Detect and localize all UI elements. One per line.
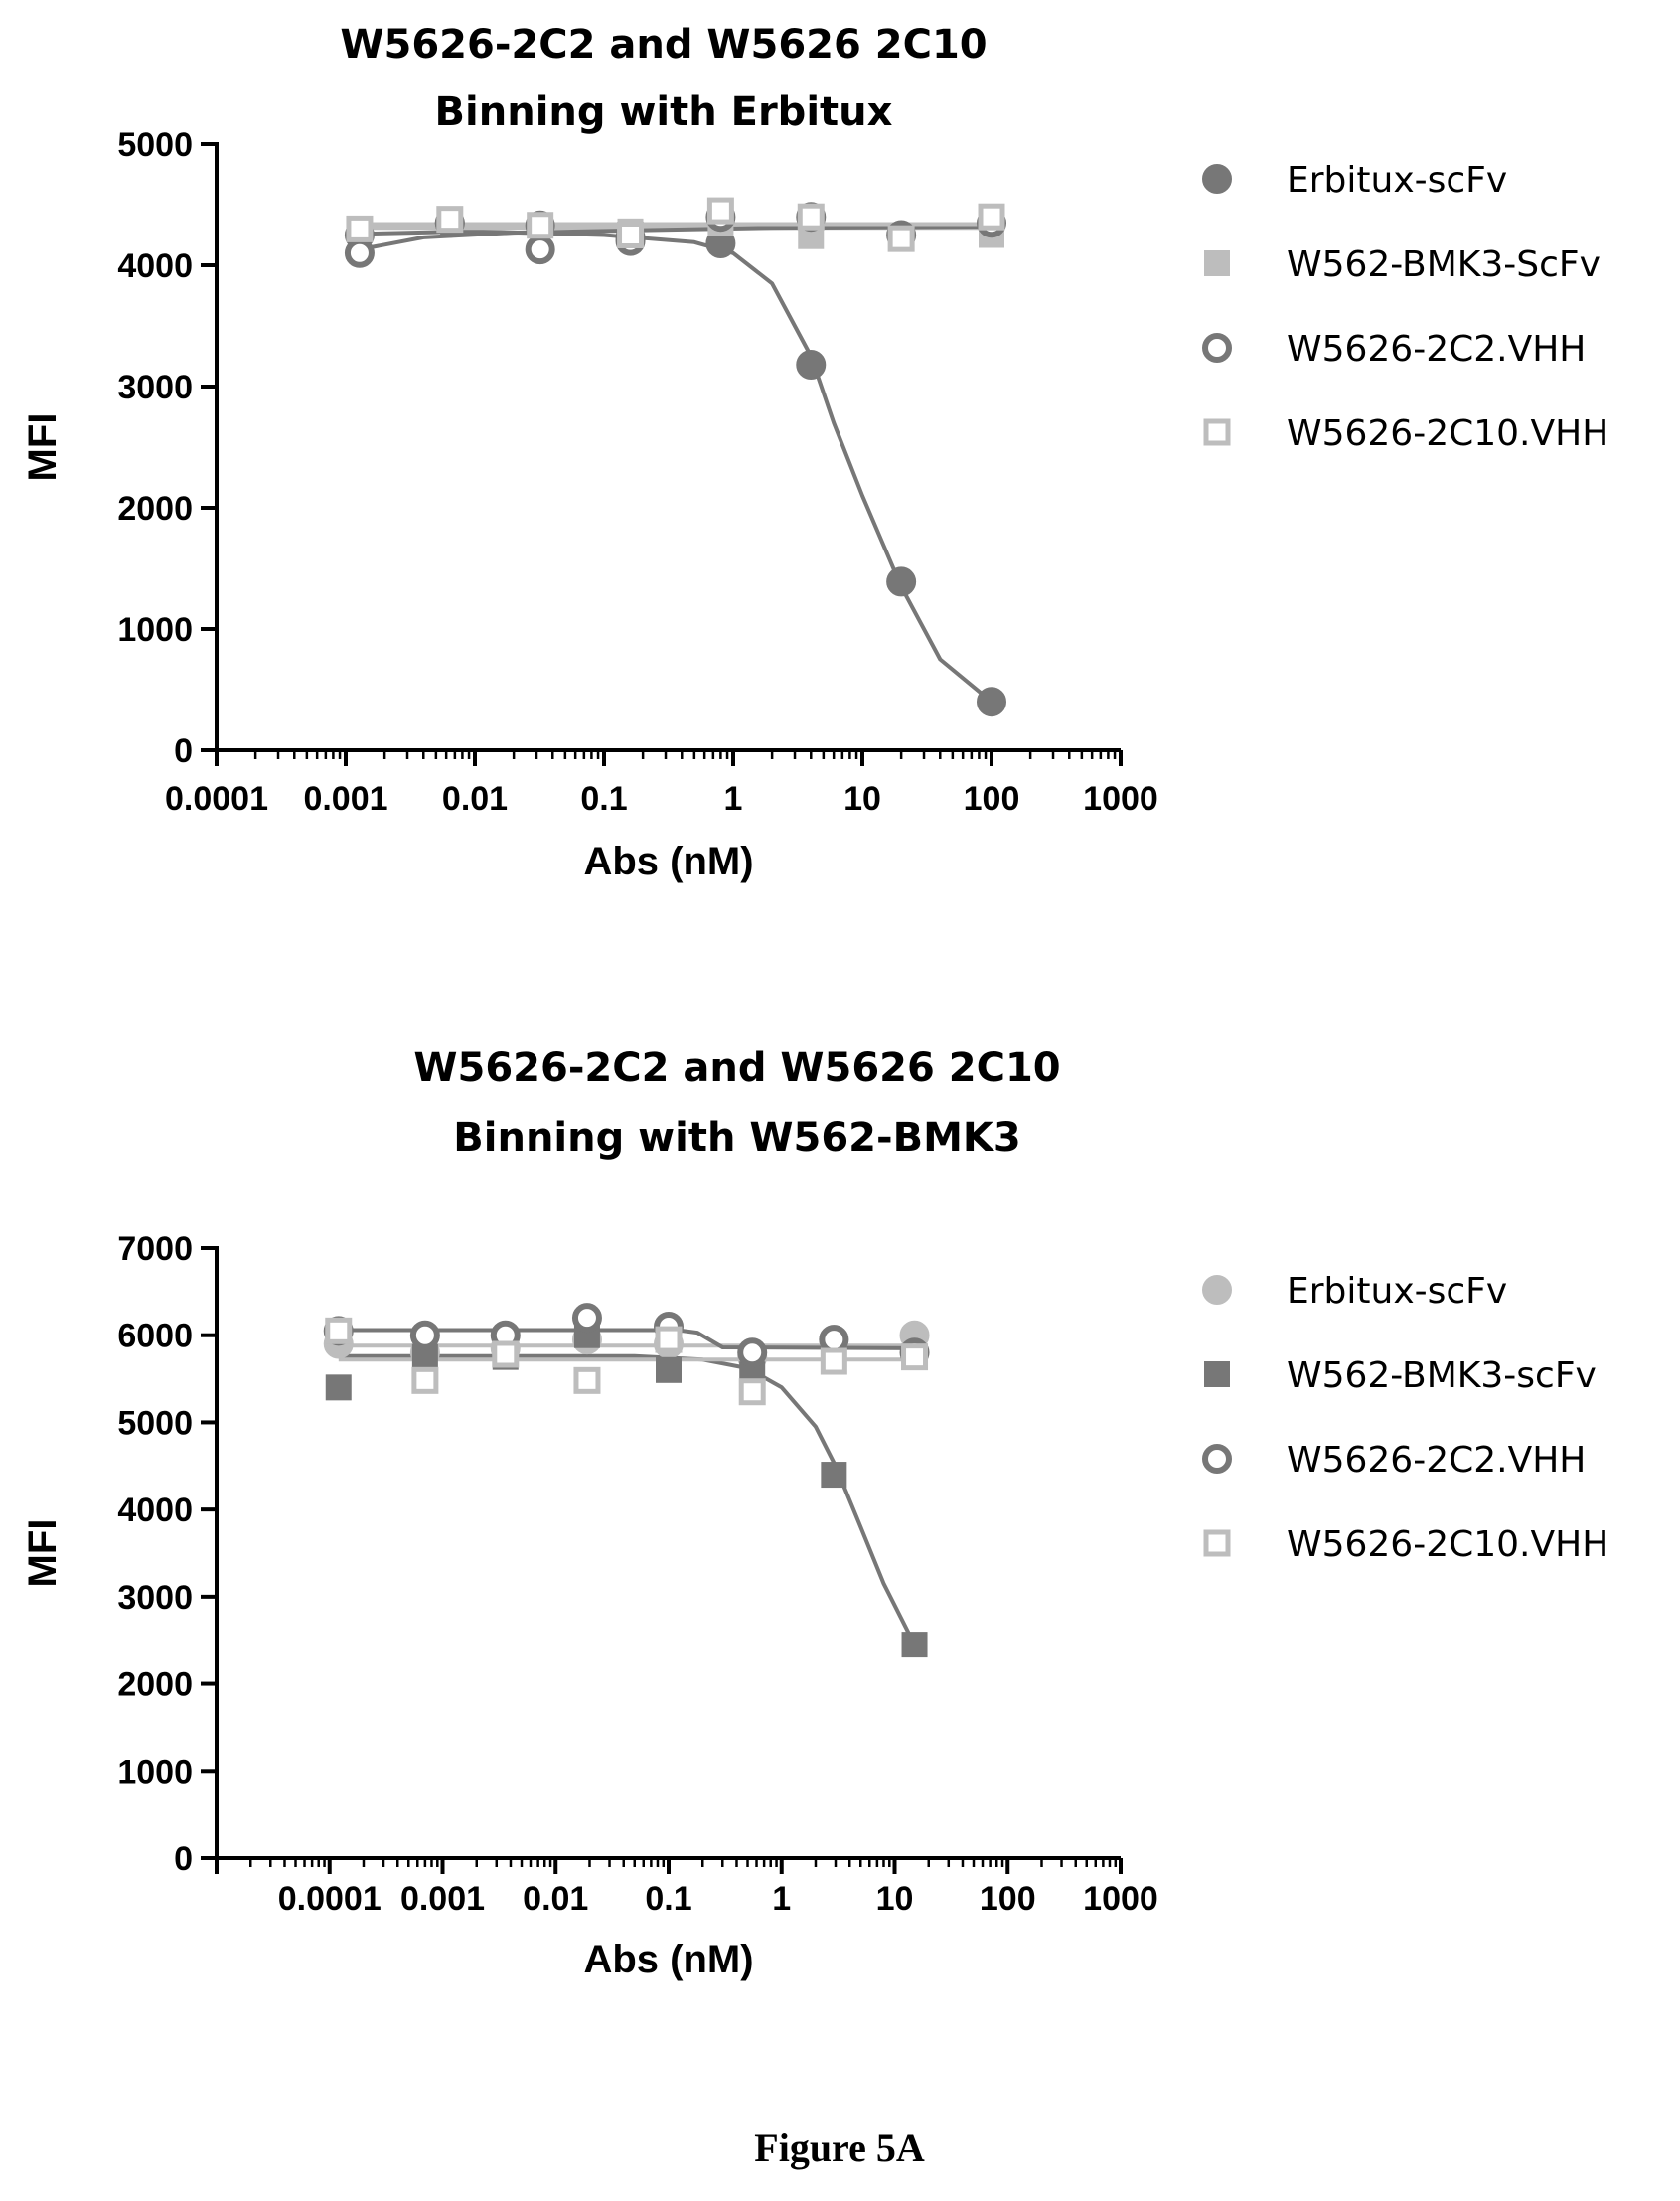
data-point [325, 1374, 352, 1401]
data-point [738, 1378, 766, 1406]
legend-marker [1202, 333, 1232, 363]
x-axis-label: Abs (nM) [583, 1938, 753, 1981]
x-tick-label: 1000 [1083, 780, 1158, 818]
y-tick-label: 3000 [117, 1579, 193, 1617]
legend-label: W5626-2C2.VHH [1287, 329, 1586, 370]
data-point [886, 566, 917, 597]
data-point [525, 235, 555, 265]
x-tick-label: 0.0001 [165, 780, 268, 818]
legend-marker [1202, 1444, 1232, 1474]
data-point [346, 215, 374, 242]
y-axis-label: MFI [21, 1519, 65, 1588]
data-point [409, 1320, 440, 1350]
x-tick-label: 100 [980, 1880, 1036, 1918]
fit-curve [359, 229, 993, 704]
chart-title-line: Binning with W562-BMK3 [453, 1115, 1020, 1161]
data-point [617, 222, 645, 248]
chart-title-line: W5626-2C2 and W5626 2C10 [413, 1045, 1060, 1091]
legend-label: W5626-2C2.VHH [1287, 1440, 1586, 1481]
x-tick-label: 1 [724, 780, 743, 818]
fit-curve [338, 1328, 915, 1350]
figure-caption: Figure 5A [754, 2125, 925, 2170]
x-tick-label: 0.001 [400, 1880, 485, 1918]
x-tick-label: 1 [772, 1880, 791, 1918]
data-point [656, 1356, 682, 1383]
legend-marker [1202, 1275, 1232, 1305]
legend-label: W562-BMK3-scFv [1287, 1355, 1597, 1396]
y-tick-label: 4000 [117, 247, 193, 285]
y-tick-label: 4000 [117, 1492, 193, 1529]
x-tick-label: 0.1 [645, 1880, 691, 1918]
data-point [797, 203, 825, 231]
data-point [978, 203, 1005, 231]
y-tick-label: 7000 [117, 1230, 193, 1268]
legend-label: W562-BMK3-ScFv [1287, 244, 1601, 285]
data-point [821, 1462, 847, 1489]
legend-marker [1204, 1361, 1230, 1387]
x-tick-label: 0.0001 [278, 1880, 382, 1918]
x-tick-label: 100 [964, 780, 1020, 818]
data-point [492, 1340, 520, 1368]
chart-title-line: Binning with Erbitux [435, 89, 893, 135]
legend-marker [1204, 250, 1230, 276]
chart-binning-erbitux: W5626-2C2 and W5626 2C10 Binning with Erb… [21, 22, 1608, 883]
fit-curve [338, 1353, 917, 1647]
y-tick-label: 0 [174, 732, 193, 770]
data-point [820, 1347, 847, 1375]
y-tick-label: 6000 [117, 1318, 193, 1355]
legend-marker [1202, 164, 1232, 194]
legend-label: Erbitux-scFv [1287, 1271, 1507, 1312]
data-point [527, 212, 554, 239]
data-point [655, 1326, 683, 1353]
y-tick-label: 5000 [117, 126, 193, 164]
y-tick-label: 2000 [117, 490, 193, 528]
legend-label: Erbitux-scFv [1287, 160, 1507, 201]
y-tick-label: 2000 [117, 1666, 193, 1704]
x-tick-label: 1000 [1083, 1880, 1158, 1918]
data-point [573, 1366, 601, 1394]
x-tick-label: 0.01 [442, 780, 508, 818]
data-point [901, 1343, 929, 1371]
data-point [977, 687, 1006, 717]
data-point [411, 1366, 439, 1394]
chart-binning-w562-bmk3: W5626-2C2 and W5626 2C10 Binning with W56… [21, 1045, 1608, 1981]
data-point [887, 225, 915, 252]
data-point [901, 1632, 928, 1658]
chart-title-line: W5626-2C2 and W5626 2C10 [340, 22, 987, 68]
data-point [325, 1317, 353, 1344]
legend-label: W5626-2C10.VHH [1287, 1524, 1608, 1565]
data-point [796, 350, 827, 381]
data-point [737, 1337, 768, 1368]
data-point [344, 237, 375, 268]
y-tick-label: 1000 [117, 611, 193, 649]
data-point [706, 197, 734, 225]
y-tick-label: 0 [174, 1840, 193, 1878]
x-tick-label: 0.001 [303, 780, 387, 818]
legend-marker [1203, 418, 1231, 446]
y-axis-label: MFI [21, 413, 65, 482]
x-tick-label: 0.1 [580, 780, 627, 818]
data-point [436, 206, 464, 234]
data-point [819, 1325, 849, 1355]
legend-marker [1203, 1529, 1231, 1557]
y-tick-label: 3000 [117, 369, 193, 406]
x-tick-label: 10 [876, 1880, 914, 1918]
y-tick-label: 1000 [117, 1753, 193, 1791]
x-axis-label: Abs (nM) [583, 840, 753, 883]
y-tick-label: 5000 [117, 1404, 193, 1442]
x-tick-label: 10 [843, 780, 881, 818]
x-tick-label: 0.01 [523, 1880, 588, 1918]
data-point [571, 1303, 602, 1334]
legend-label: W5626-2C10.VHH [1287, 413, 1608, 454]
